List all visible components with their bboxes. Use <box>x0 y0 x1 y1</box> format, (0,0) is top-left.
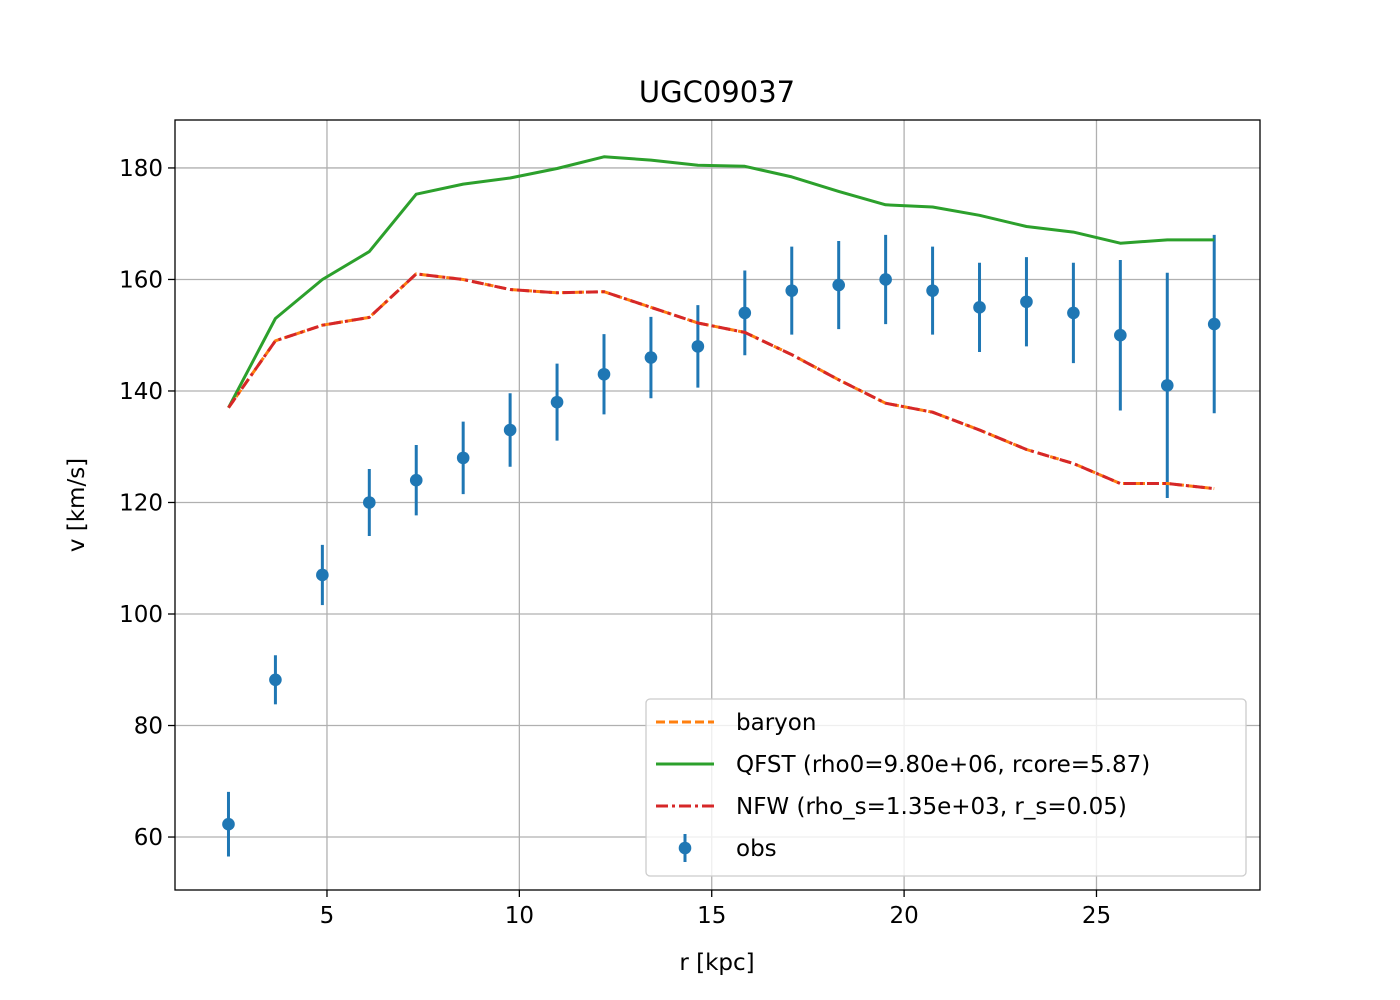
y-axis-label: v [km/s] <box>64 458 90 552</box>
x-axis-ticks: 5 10 15 20 25 <box>320 890 1111 929</box>
plot-frame <box>174 119 1261 891</box>
obs-point <box>409 473 423 487</box>
obs-point <box>362 496 376 509</box>
obs-point <box>269 673 282 687</box>
x-axis-label: r [kpc] <box>679 950 754 976</box>
obs-point <box>1160 379 1174 392</box>
y-tick-label: 160 <box>119 267 163 293</box>
obs-point <box>316 568 329 582</box>
obs-point <box>973 301 986 314</box>
obs-point <box>738 306 752 320</box>
obs-point <box>456 451 470 465</box>
x-tick-label: 25 <box>1082 903 1111 929</box>
x-tick-label: 15 <box>697 903 726 929</box>
legend-obs-label: obs <box>736 836 777 862</box>
obs-point <box>644 351 658 364</box>
legend-box <box>645 698 1247 877</box>
y-tick-label: 120 <box>119 490 163 516</box>
obs-point <box>1207 317 1221 331</box>
grid-lines <box>175 120 1260 890</box>
obs-point <box>222 817 235 831</box>
legend: baryon QFST (rho0=9.80e+06, rcore=5.87) NF… <box>645 698 1247 877</box>
qfst-series-line <box>227 155 1215 409</box>
y-tick-label: 180 <box>119 156 163 182</box>
y-axis-ticks: 60 80 100 120 140 160 180 <box>119 156 175 851</box>
obs-point <box>1020 295 1033 309</box>
obs-point <box>550 395 564 409</box>
obs-point <box>926 284 939 297</box>
legend-qfst-label: QFST (rho0=9.80e+06, rcore=5.87) <box>736 752 1150 778</box>
legend-baryon-label: baryon <box>736 710 816 736</box>
y-tick-label: 60 <box>134 825 163 851</box>
obs-point <box>879 273 892 286</box>
legend-nfw-label: NFW (rho_s=1.35e+03, r_s=0.05) <box>736 794 1127 820</box>
obs-point <box>1067 306 1080 320</box>
legend-obs-marker <box>678 841 692 855</box>
obs-series <box>222 234 1221 857</box>
y-tick-label: 80 <box>134 714 163 740</box>
x-tick-label: 5 <box>320 903 335 929</box>
obs-point <box>691 340 705 353</box>
obs-point <box>597 367 611 381</box>
obs-point <box>785 284 799 297</box>
y-tick-label: 140 <box>119 379 163 405</box>
x-tick-label: 20 <box>889 903 918 929</box>
chart-title: UGC09037 <box>639 75 795 109</box>
x-tick-label: 10 <box>505 903 534 929</box>
nfw-series-line <box>227 272 1215 491</box>
obs-point <box>503 423 517 437</box>
series-layer <box>222 155 1221 857</box>
y-tick-label: 100 <box>119 602 163 628</box>
obs-point <box>1114 328 1127 342</box>
obs-point <box>832 278 845 292</box>
